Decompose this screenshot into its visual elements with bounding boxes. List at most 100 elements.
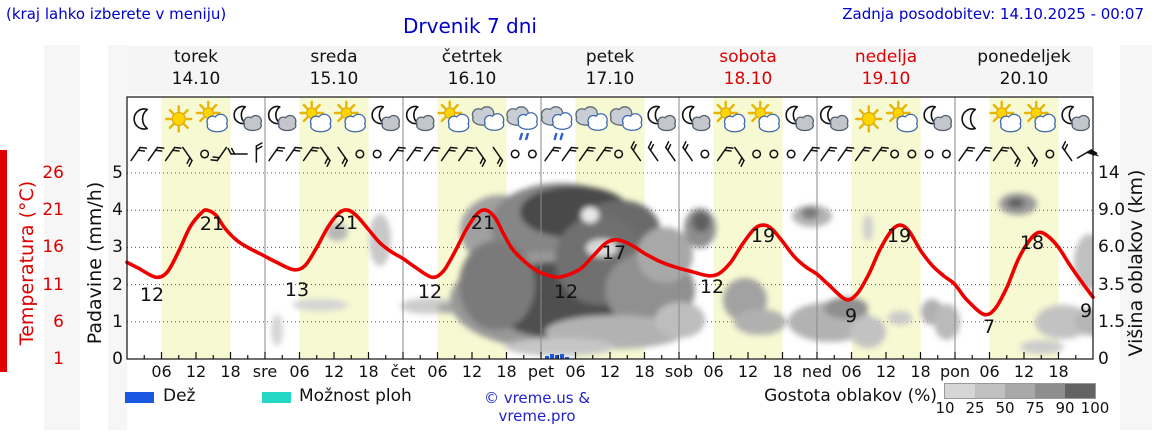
- cloud-height-tick-label: 6.0: [1098, 237, 1126, 258]
- hour-label: 12: [737, 362, 759, 381]
- cloud-rain-icon: [540, 106, 573, 141]
- temp-tick-label: 11: [42, 274, 64, 295]
- svg-text:19: 19: [751, 225, 775, 247]
- day-name: nedelja: [854, 47, 918, 67]
- rain-legend-swatch: [125, 392, 154, 403]
- day-name: četrtek: [441, 47, 503, 67]
- last-updated: Zadnja posodobitev: 14.10.2025 - 00:07: [842, 5, 1144, 23]
- day-name: sobota: [719, 47, 777, 67]
- cloud-rain-icon: [506, 106, 538, 141]
- density-scale-label: 90: [1055, 399, 1075, 417]
- hour-label: 12: [875, 362, 897, 381]
- density-scale-label: 100: [1080, 399, 1110, 417]
- svg-text:13: 13: [285, 279, 309, 301]
- hour-label: 06: [565, 362, 586, 381]
- temperature-curve: [125, 208, 1095, 317]
- x-axis-ticks: [143, 352, 1077, 359]
- density-scale-label: 50: [995, 399, 1015, 417]
- moon-cloud-icon: [681, 105, 711, 132]
- day-abbrev-label: pet: [527, 362, 555, 381]
- moon-cloud-icon: [785, 105, 814, 132]
- temp-tick-label: 26: [42, 163, 64, 183]
- temp-tick-label: 6: [53, 311, 64, 332]
- svg-text:12: 12: [554, 281, 578, 303]
- temp-tick-label: 21: [42, 200, 64, 221]
- sun-cloud-icon: [195, 100, 228, 133]
- svg-text:7: 7: [983, 316, 995, 338]
- rain-bars: [545, 354, 569, 359]
- svg-text:12: 12: [140, 284, 164, 306]
- hour-label: 06: [703, 362, 724, 381]
- day-boundary-lines: [264, 97, 956, 359]
- precip-tick-label: 4: [112, 200, 123, 221]
- showers-legend-label: Možnost ploh: [299, 386, 412, 406]
- precip-tick-label: 5: [112, 163, 123, 183]
- rain-legend-label: Dež: [163, 386, 196, 406]
- moon-icon: [961, 108, 977, 130]
- page-title: Drvenik 7 dni: [403, 14, 537, 38]
- precip-tick-label: 2: [112, 274, 123, 295]
- moon-cloud-icon: [371, 105, 400, 132]
- hour-label: 06: [427, 362, 448, 381]
- density-gradient-segment: [1005, 384, 1035, 398]
- hour-label: 18: [220, 362, 241, 381]
- density-scale-label: 10: [935, 399, 955, 417]
- svg-text:21: 21: [200, 213, 224, 235]
- hour-label: 12: [323, 362, 345, 381]
- day-abbrev-label: čet: [390, 362, 416, 381]
- day-abbrev-label: sob: [664, 362, 694, 381]
- density-gradient-segment: [975, 384, 1005, 398]
- density-scale-label: 25: [965, 399, 985, 417]
- hour-label: 06: [979, 362, 1000, 381]
- sun-icon: [165, 105, 193, 133]
- weather-icons-row: [133, 100, 1090, 141]
- cloud-title-column-strip: [1120, 45, 1152, 430]
- svg-text:17: 17: [602, 242, 626, 264]
- hour-label: 18: [772, 362, 793, 381]
- gridlines: [127, 172, 1093, 323]
- hour-label: 12: [461, 362, 483, 381]
- day-name: torek: [174, 47, 218, 67]
- hour-label: 18: [358, 362, 379, 381]
- cloud-icon: [471, 106, 505, 131]
- copyright-link[interactable]: © vreme.us & vreme.pro: [483, 389, 591, 425]
- moon-cloud-icon: [405, 105, 435, 132]
- sun-cloud-icon: [1023, 100, 1056, 133]
- hour-label: 18: [910, 362, 931, 381]
- left-red-bar: [0, 150, 7, 372]
- hour-label: 06: [151, 362, 172, 381]
- temp-tick-label: 16: [42, 237, 64, 258]
- moon-cloud-icon: [233, 105, 262, 132]
- day-header-band: [127, 46, 1093, 95]
- moon-icon: [133, 108, 149, 130]
- moon-cloud-icon: [923, 105, 952, 132]
- sun-cloud-icon: [747, 100, 780, 133]
- cloud-height-tick-label: 9.0: [1098, 200, 1126, 221]
- hour-label: 18: [634, 362, 655, 381]
- day-abbrev-label: pon: [939, 362, 971, 381]
- cloud-density-legend-label: Gostota oblakov (%): [764, 386, 937, 406]
- hour-label: 12: [599, 362, 621, 381]
- sun-icon: [855, 105, 883, 133]
- day-name: petek: [585, 47, 635, 67]
- cloud-density-gradient-bar: [944, 383, 1096, 399]
- day-abbrev-label: sre: [252, 362, 278, 381]
- moon-cloud-icon: [1061, 105, 1090, 132]
- hour-label: 18: [1048, 362, 1069, 381]
- density-gradient-segment: [945, 384, 975, 398]
- svg-text:21: 21: [471, 212, 495, 234]
- temp-tick-label: 1: [53, 349, 64, 369]
- cloud-height-tick-label: 0: [1098, 349, 1109, 369]
- svg-text:12: 12: [418, 281, 442, 303]
- cloud-icon: [609, 106, 643, 131]
- density-gradient-segment: [1065, 384, 1095, 398]
- day-date: 19.10: [861, 69, 911, 89]
- temp-label-column-strip: [44, 45, 80, 430]
- sun-cloud-icon: [299, 100, 332, 133]
- density-gradient-segment: [1035, 384, 1065, 398]
- hour-label: 12: [1013, 362, 1035, 381]
- sun-cloud-icon: [437, 100, 470, 133]
- svg-text:21: 21: [334, 212, 358, 234]
- svg-text:19: 19: [887, 225, 911, 247]
